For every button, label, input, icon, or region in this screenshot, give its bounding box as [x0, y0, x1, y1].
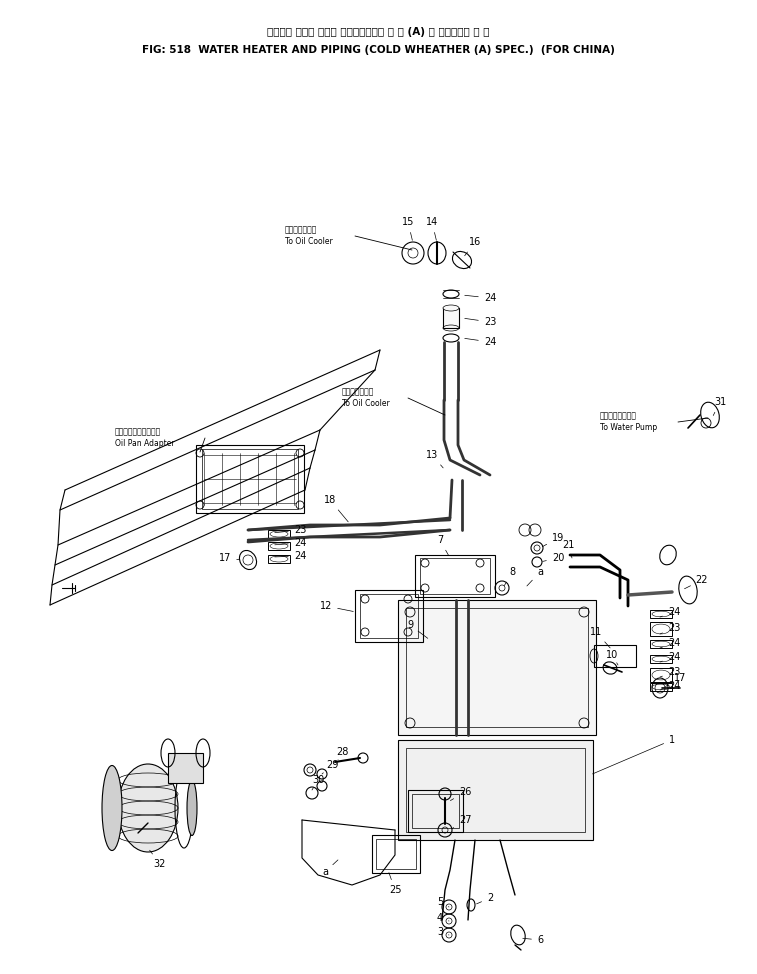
Bar: [420, 558, 490, 594]
Text: 11: 11: [590, 627, 610, 648]
Bar: [360, 594, 418, 638]
Text: 24: 24: [465, 293, 496, 303]
Text: 1: 1: [593, 735, 675, 774]
Bar: [196, 445, 304, 513]
Bar: [415, 555, 495, 597]
Text: FIG: 518  WATER HEATER AND PIPING (COLD WHEATHER (A) SPEC.)  (FOR CHINA): FIG: 518 WATER HEATER AND PIPING (COLD W…: [142, 45, 615, 55]
Bar: [398, 600, 596, 735]
Bar: [202, 449, 298, 509]
Bar: [650, 610, 672, 618]
Text: 24: 24: [275, 551, 306, 561]
Text: オイルパンアダプター: オイルパンアダプター: [115, 428, 161, 436]
Text: 7: 7: [437, 535, 449, 555]
Text: ウォータポンプへ: ウォータポンプへ: [600, 411, 637, 421]
Text: 24: 24: [660, 681, 681, 691]
Text: To Oil Cooler: To Oil Cooler: [285, 238, 333, 246]
Bar: [650, 655, 672, 663]
Text: 24: 24: [660, 652, 681, 662]
Text: 30: 30: [312, 775, 324, 790]
Text: 19: 19: [543, 533, 564, 546]
Bar: [650, 622, 672, 636]
Text: 23: 23: [465, 317, 496, 327]
Text: 28: 28: [336, 747, 348, 760]
Text: 10: 10: [606, 650, 618, 665]
Text: 22: 22: [684, 575, 709, 588]
Bar: [268, 530, 290, 538]
Text: 20: 20: [543, 553, 564, 563]
Text: 16: 16: [465, 237, 481, 256]
Bar: [594, 645, 636, 667]
Text: 13: 13: [426, 450, 443, 468]
Text: 31: 31: [713, 397, 726, 416]
Text: ウォータ ヒータ および パイピング　寒 冷 地 (A) 仕 機　　　中 国 向: ウォータ ヒータ および パイピング 寒 冷 地 (A) 仕 機 中 国 向: [267, 27, 490, 37]
Text: 18: 18: [324, 495, 348, 522]
Text: a: a: [322, 860, 338, 877]
Bar: [355, 590, 423, 642]
Bar: [408, 790, 463, 832]
Bar: [398, 740, 593, 840]
Text: 4: 4: [437, 913, 449, 923]
Text: 17: 17: [219, 553, 239, 563]
Text: 15: 15: [402, 217, 414, 241]
Text: オイルクーラへ: オイルクーラへ: [285, 226, 317, 235]
Text: Oil Pan Adapter: Oil Pan Adapter: [115, 439, 175, 448]
Text: 23: 23: [275, 525, 306, 535]
Text: 29: 29: [322, 760, 338, 774]
Text: To Oil Cooler: To Oil Cooler: [342, 399, 390, 408]
Text: 9: 9: [407, 620, 428, 638]
Ellipse shape: [443, 305, 459, 311]
Bar: [376, 839, 416, 869]
Text: 23: 23: [660, 667, 681, 677]
Bar: [406, 748, 585, 832]
Ellipse shape: [118, 764, 178, 852]
Text: 17: 17: [665, 673, 686, 687]
Text: 24: 24: [660, 638, 681, 648]
Text: 5: 5: [437, 897, 449, 907]
Text: 2: 2: [477, 893, 493, 904]
Bar: [412, 794, 459, 828]
Text: 14: 14: [426, 217, 438, 241]
Text: 27: 27: [453, 815, 472, 829]
Bar: [168, 753, 203, 783]
Text: 8: 8: [504, 567, 515, 585]
Text: 12: 12: [319, 601, 354, 612]
Bar: [650, 640, 672, 648]
Bar: [268, 542, 290, 550]
Text: 25: 25: [389, 873, 401, 895]
Bar: [372, 835, 420, 873]
Text: 26: 26: [450, 787, 471, 801]
Text: 21: 21: [562, 540, 575, 558]
Bar: [443, 308, 459, 328]
Text: 3: 3: [437, 927, 449, 937]
Text: 32: 32: [150, 850, 167, 869]
Ellipse shape: [102, 766, 122, 850]
Ellipse shape: [187, 780, 197, 836]
Text: a: a: [527, 567, 543, 586]
Text: 6: 6: [523, 935, 543, 945]
Text: 24: 24: [660, 607, 681, 617]
Text: 24: 24: [465, 337, 496, 347]
Bar: [268, 555, 290, 563]
Text: オイルクーラへ: オイルクーラへ: [342, 388, 375, 396]
Bar: [406, 608, 588, 727]
Bar: [650, 683, 672, 691]
Text: 24: 24: [275, 538, 306, 548]
Text: To Water Pump: To Water Pump: [600, 424, 657, 432]
Bar: [650, 668, 672, 682]
Text: 23: 23: [660, 623, 681, 634]
